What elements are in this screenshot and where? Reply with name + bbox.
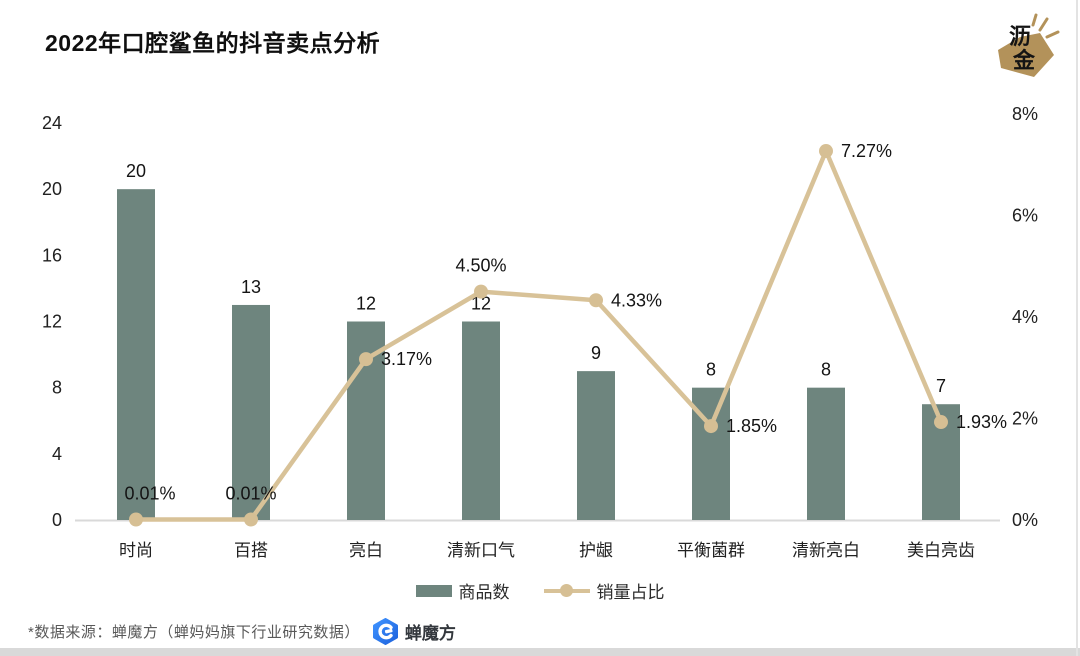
lijin-char-top: 沥 <box>1009 24 1031 49</box>
right-axis-tick: 2% <box>1012 409 1038 429</box>
line-point <box>359 352 373 367</box>
window-right-edge <box>1076 0 1078 656</box>
category-label: 时尚 <box>119 541 153 560</box>
line-point <box>819 144 833 159</box>
legend-label: 销量占比 <box>596 583 665 602</box>
category-label: 百搭 <box>234 541 268 560</box>
line-point <box>244 512 258 527</box>
bar-value-label: 8 <box>821 360 831 380</box>
line-point-label: 3.17% <box>381 349 432 369</box>
category-label: 亮白 <box>349 541 383 560</box>
bar <box>117 189 155 520</box>
bar <box>577 371 615 520</box>
bar-swatch-icon <box>415 584 452 597</box>
bar-value-label: 12 <box>356 293 376 313</box>
page-title: 2022年口腔鲨鱼的抖音卖点分析 <box>45 30 381 56</box>
bar-value-label: 8 <box>706 360 716 380</box>
bar <box>807 387 845 520</box>
lijin-logo: 沥 金 <box>998 13 1060 77</box>
category-label: 平衡菌群 <box>677 541 745 560</box>
chanmofang-logo-icon <box>372 618 398 645</box>
category-label: 清新口气 <box>447 541 515 560</box>
line-point-label: 0.01% <box>225 483 276 503</box>
right-axis-tick: 8% <box>1012 104 1038 124</box>
footer: *数据来源：蝉魔方（蝉妈妈旗下行业研究数据） 蝉魔方 <box>28 618 456 645</box>
left-axis-tick: 16 <box>42 245 62 265</box>
line-point <box>589 293 603 308</box>
sparkle-icon <box>1031 13 1038 27</box>
lijin-logo-shape <box>998 33 1054 77</box>
category-label: 护龈 <box>579 541 613 560</box>
left-axis-tick: 24 <box>42 113 62 133</box>
right-axis-tick: 0% <box>1012 510 1038 530</box>
bar-value-label: 20 <box>126 161 146 181</box>
legend-label: 商品数 <box>458 583 510 602</box>
line-point <box>934 415 948 430</box>
line-point-label: 1.85% <box>726 416 777 436</box>
bar-value-label: 7 <box>936 376 946 396</box>
sparkle-icon <box>1045 30 1060 39</box>
left-axis-tick: 20 <box>42 179 62 199</box>
line-series <box>133 148 944 522</box>
left-axis-tick: 12 <box>42 311 62 331</box>
left-axis-tick: 4 <box>52 444 62 464</box>
line-point <box>704 419 718 434</box>
lijin-char-bottom: 金 <box>1012 48 1036 73</box>
sparkle-icon <box>1038 17 1049 32</box>
line-point-label: 0.01% <box>124 483 175 503</box>
line-swatch-icon <box>543 584 590 597</box>
line-point <box>474 284 488 299</box>
combo-chart: 0 4 8 12 16 20 24 0% 2% 4% 6% 8% 时尚 百搭 亮白 清新口气 护龈 平衡菌群 清新亮… <box>42 104 1038 560</box>
data-source-note: *数据来源：蝉魔方（蝉妈妈旗下行业研究数据） <box>28 624 360 641</box>
line-point-label: 4.50% <box>455 256 506 276</box>
category-label: 清新亮白 <box>792 541 860 560</box>
chanmofang-brand-name: 蝉魔方 <box>404 624 456 643</box>
chart-legend: 商品数 销量占比 <box>0 578 1080 603</box>
bar <box>232 304 270 520</box>
right-axis-tick: 4% <box>1012 307 1038 327</box>
bar <box>692 387 730 520</box>
line-point <box>129 512 143 527</box>
category-label: 美白亮齿 <box>907 541 975 560</box>
left-axis-tick: 0 <box>52 510 62 530</box>
bar <box>462 321 500 520</box>
legend-item-sales-share: 销量占比 <box>543 578 665 603</box>
bar-value-label: 12 <box>471 293 491 313</box>
line-point-label: 4.33% <box>611 290 662 310</box>
bar-value-label: 13 <box>241 277 261 297</box>
right-axis-tick: 6% <box>1012 206 1038 226</box>
legend-item-products: 商品数 <box>415 578 510 603</box>
left-axis-tick: 8 <box>52 378 62 398</box>
line-point-label: 1.93% <box>956 412 1007 432</box>
window-bottom-edge <box>0 648 1080 656</box>
line-point-label: 7.27% <box>841 141 892 161</box>
bar-value-label: 9 <box>591 343 601 363</box>
